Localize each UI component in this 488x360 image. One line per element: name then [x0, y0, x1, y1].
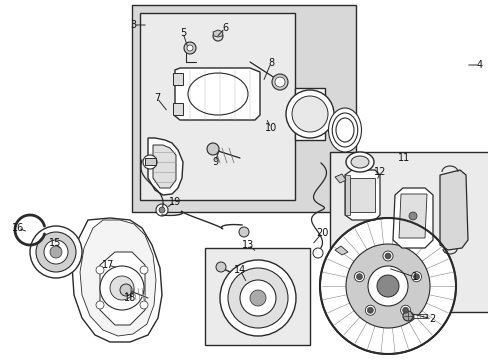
Circle shape	[274, 77, 285, 87]
Circle shape	[319, 218, 455, 354]
Polygon shape	[148, 138, 183, 195]
Ellipse shape	[328, 108, 361, 152]
Text: 8: 8	[267, 58, 273, 68]
Bar	[412, 314, 426, 318]
Polygon shape	[392, 188, 432, 248]
Text: 14: 14	[233, 265, 245, 275]
Polygon shape	[100, 252, 145, 325]
Circle shape	[140, 301, 148, 309]
Ellipse shape	[350, 156, 368, 168]
Circle shape	[50, 246, 62, 258]
Circle shape	[213, 31, 223, 41]
Text: 7: 7	[154, 93, 160, 103]
Text: 13: 13	[242, 240, 254, 250]
Circle shape	[402, 307, 408, 313]
Circle shape	[227, 268, 287, 328]
Polygon shape	[398, 194, 426, 238]
Circle shape	[413, 274, 419, 280]
Circle shape	[240, 280, 275, 316]
Circle shape	[367, 266, 407, 306]
Circle shape	[156, 204, 168, 216]
Circle shape	[206, 143, 219, 155]
Circle shape	[159, 207, 164, 213]
Circle shape	[365, 305, 375, 315]
Text: 15: 15	[49, 238, 61, 248]
Text: 3: 3	[130, 20, 136, 30]
Text: 2: 2	[428, 314, 434, 324]
Circle shape	[408, 212, 416, 220]
Polygon shape	[213, 30, 223, 37]
Polygon shape	[334, 246, 347, 255]
Circle shape	[36, 232, 76, 272]
Polygon shape	[334, 174, 346, 183]
Text: 17: 17	[102, 260, 114, 270]
Circle shape	[271, 74, 287, 90]
Text: 1: 1	[411, 272, 417, 282]
Circle shape	[142, 155, 157, 169]
Circle shape	[140, 266, 148, 274]
Text: 10: 10	[264, 123, 277, 133]
Circle shape	[366, 307, 373, 313]
Circle shape	[216, 262, 225, 272]
Polygon shape	[345, 170, 379, 220]
Text: 5: 5	[180, 28, 186, 38]
Circle shape	[285, 90, 333, 138]
Circle shape	[356, 274, 362, 280]
Ellipse shape	[346, 152, 373, 172]
Text: 4: 4	[476, 60, 482, 70]
Circle shape	[400, 305, 410, 315]
Circle shape	[411, 272, 421, 282]
Text: 20: 20	[315, 228, 327, 238]
Circle shape	[384, 253, 390, 259]
Circle shape	[312, 248, 323, 258]
Bar	[329, 152, 488, 312]
Circle shape	[96, 301, 104, 309]
Bar	[132, 5, 355, 212]
Circle shape	[239, 227, 248, 237]
Polygon shape	[145, 158, 156, 165]
Circle shape	[249, 290, 265, 306]
Circle shape	[120, 284, 132, 296]
Circle shape	[96, 266, 104, 274]
Circle shape	[110, 276, 134, 300]
Polygon shape	[175, 68, 260, 120]
Circle shape	[346, 244, 429, 328]
Circle shape	[100, 266, 143, 310]
Circle shape	[354, 272, 364, 282]
Polygon shape	[153, 145, 176, 188]
Polygon shape	[439, 170, 467, 250]
Circle shape	[376, 275, 398, 297]
Text: 18: 18	[123, 293, 136, 303]
Bar	[140, 13, 294, 200]
Polygon shape	[80, 220, 156, 336]
Circle shape	[30, 226, 82, 278]
Text: 6: 6	[222, 23, 227, 33]
Text: 9: 9	[211, 157, 218, 167]
Bar	[173, 73, 183, 85]
Circle shape	[382, 251, 392, 261]
Circle shape	[220, 260, 295, 336]
Text: 16: 16	[12, 223, 24, 233]
Bar	[173, 103, 183, 115]
Text: 19: 19	[168, 197, 181, 207]
Bar	[204, 248, 309, 345]
Text: 11: 11	[397, 153, 409, 163]
Polygon shape	[72, 218, 162, 342]
Polygon shape	[345, 175, 349, 215]
Polygon shape	[349, 178, 374, 212]
Circle shape	[291, 96, 327, 132]
Circle shape	[44, 240, 68, 264]
Text: 12: 12	[373, 167, 386, 177]
Circle shape	[186, 45, 193, 51]
Circle shape	[183, 42, 196, 54]
Circle shape	[402, 311, 412, 321]
Bar	[294, 88, 325, 140]
